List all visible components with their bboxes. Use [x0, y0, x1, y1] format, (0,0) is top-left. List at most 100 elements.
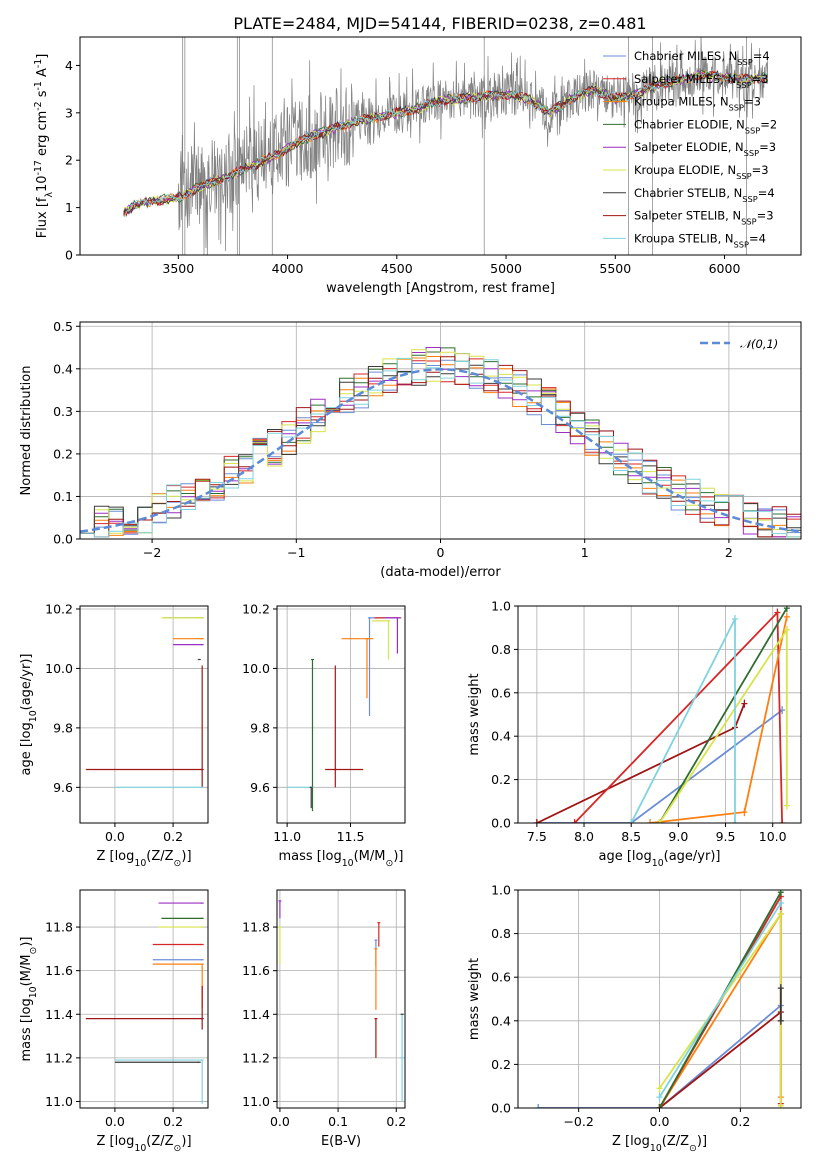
- x-tick-label: 0.2: [730, 1114, 750, 1129]
- y-tick-label: 0.0: [491, 816, 511, 831]
- y-tick-label: 9.6: [53, 780, 73, 795]
- x-tick-label: 5000: [490, 261, 522, 276]
- y-tick-label: 0.2: [53, 446, 73, 461]
- y-tick-label: 0.4: [53, 361, 73, 376]
- weight-vs-Z-series-line: [658, 1011, 782, 1108]
- y-tick-label: 11.4: [242, 1007, 270, 1022]
- legend-entry: 𝒩(0,1): [740, 337, 778, 351]
- age-vs-Z-axes: 0.0 0.2 9.6 9.8 10.0 10.2 Z [log10(Z/Z⊙)] age […: [19, 601, 209, 869]
- data-point: [368, 617, 395, 716]
- y-tick-label: 0.4: [491, 1013, 511, 1028]
- figure-title: PLATE=2484, MJD=54144, FIBERID=0238, z=0…: [233, 14, 646, 33]
- weight-vs-Z-plot-area: [535, 890, 784, 1108]
- point-marker: [571, 819, 578, 823]
- x-tick-label: −2: [143, 545, 161, 560]
- point-marker: [777, 899, 784, 908]
- point-marker: [535, 1104, 542, 1108]
- spectrum-model-8: [123, 70, 768, 218]
- residuals-legend: 𝒩(0,1): [700, 337, 778, 351]
- axes-frame: [276, 605, 406, 824]
- point-marker: [783, 625, 790, 634]
- y-tick-label: 0.1: [53, 489, 73, 504]
- y-tick-label: 1: [65, 200, 73, 215]
- point-marker: [741, 808, 748, 817]
- mass-vs-Z-ylabel: mass [log10(M/M⊙)]: [19, 937, 39, 1062]
- y-tick-label: 10.0: [45, 661, 73, 676]
- legend-entry: Chabrier ELODIE, NSSP=2: [634, 117, 777, 135]
- point-marker: [533, 819, 540, 823]
- x-tick-label: 9.5: [716, 829, 736, 844]
- y-tick-label: 11.0: [45, 1094, 73, 1109]
- y-tick-label: 11.6: [45, 963, 73, 978]
- data-point: [85, 985, 204, 1030]
- data-point: [85, 665, 204, 788]
- x-tick-label: 5500: [599, 261, 631, 276]
- y-tick-label: 11.8: [45, 920, 73, 935]
- x-tick-label: 0.0: [650, 1114, 670, 1129]
- mass-vs-Z-axes: 0.0 0.2 11.0 11.2 11.4 11.6 11.8 Z [log10(Z/Z⊙)…: [19, 889, 209, 1154]
- point-marker: [656, 819, 663, 823]
- gaussian-curve: [80, 368, 801, 533]
- y-tick-label: 11.2: [45, 1050, 73, 1065]
- y-tick-label: 1.0: [491, 883, 511, 898]
- y-tick-label: 11.0: [242, 1094, 270, 1109]
- x-tick-label: −1: [287, 545, 305, 560]
- age-vs-Z-xlabel: Z [log10(Z/Z⊙)]: [96, 849, 191, 869]
- legend-entry: Salpeter MILES, NSSP=3: [634, 72, 769, 90]
- x-tick-label: −0.2: [563, 1114, 593, 1129]
- y-tick-label: 4: [65, 58, 73, 73]
- point-marker: [779, 819, 786, 823]
- age-vs-Z-plot-area: [85, 617, 204, 788]
- point-marker: [647, 819, 654, 823]
- legend-entry: Salpeter ELODIE, NSSP=3: [634, 140, 776, 158]
- data-point: [310, 658, 314, 812]
- y-tick-label: 9.8: [53, 720, 73, 735]
- x-tick-label: 1: [581, 545, 589, 560]
- point-marker: [731, 615, 738, 624]
- point-marker: [731, 819, 738, 823]
- y-tick-label: 0: [65, 248, 73, 263]
- residuals-ylabel: Normed distribution: [19, 366, 34, 496]
- weight-vs-age-plot-area: [533, 606, 790, 823]
- y-tick-label: 11.6: [242, 963, 270, 978]
- data-point: [278, 926, 282, 965]
- mass-vs-ebv-plot-area: [278, 900, 404, 1102]
- x-tick-label: 0.0: [270, 1114, 290, 1129]
- point-marker: [783, 606, 790, 613]
- y-tick-label: 11.8: [242, 920, 270, 935]
- age-vs-mass-xlabel: mass [log10(M/M⊙)]: [279, 849, 404, 869]
- x-tick-label: 0.2: [386, 1114, 406, 1129]
- weight-vs-age-series-line: [658, 607, 788, 823]
- x-tick-label: 6000: [709, 261, 741, 276]
- point-marker: [777, 909, 784, 918]
- point-marker: [774, 608, 781, 617]
- y-tick-label: 2: [65, 153, 73, 168]
- data-point: [309, 786, 313, 809]
- weight-vs-Z-ylabel: mass weight: [467, 958, 482, 1040]
- y-tick-label: 10.2: [45, 601, 73, 616]
- data-point: [341, 638, 374, 699]
- axes-frame: [79, 321, 802, 540]
- spectrum-legend: Chabrier MILES, NSSP=4 Salpeter MILES, NS…: [603, 49, 777, 249]
- point-marker: [656, 1093, 663, 1102]
- data-point: [372, 620, 391, 660]
- x-tick-label: 3500: [162, 261, 194, 276]
- point-marker: [777, 1016, 784, 1025]
- spectrum-ylabel: Flux [fλ10-17 erg cm-2 s-1 A-1]: [33, 54, 55, 239]
- data-point: [325, 665, 364, 788]
- data-point: [374, 948, 378, 1010]
- legend-entry: Kroupa MILES, NSSP=3: [634, 95, 761, 113]
- data-point: [374, 1018, 378, 1058]
- point-marker: [741, 699, 748, 708]
- y-tick-label: 0.0: [491, 1101, 511, 1116]
- x-tick-label: 2: [725, 545, 733, 560]
- x-tick-label: 8.0: [574, 829, 594, 844]
- spectrum-xlabel: wavelength [Angstrom, rest frame]: [326, 281, 555, 296]
- axes-frame: [517, 889, 802, 1109]
- y-tick-label: 10.2: [242, 601, 270, 616]
- weight-vs-age-series-line: [649, 616, 788, 823]
- axes-frame: [79, 605, 209, 824]
- legend-entry: Salpeter STELIB, NSSP=3: [634, 209, 774, 227]
- data-point: [114, 1059, 204, 1104]
